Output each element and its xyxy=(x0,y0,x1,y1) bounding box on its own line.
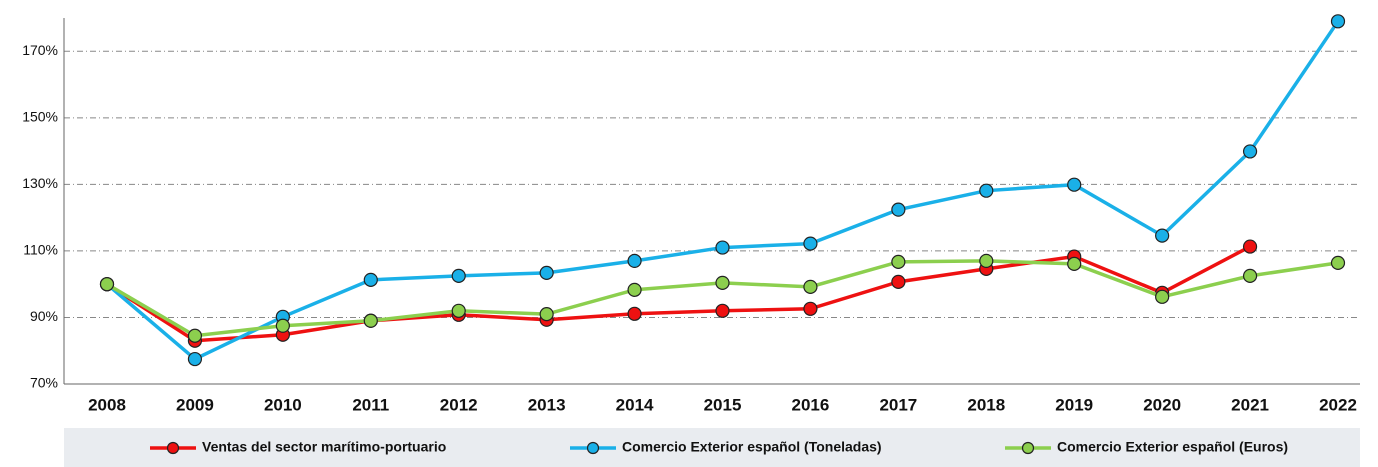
data-point xyxy=(1242,144,1258,159)
y-tick-label: 170% xyxy=(22,42,58,58)
data-point xyxy=(891,274,906,289)
legend-background xyxy=(64,428,1360,467)
data-point xyxy=(363,272,378,287)
legend-label: Ventas del sector marítimo-portuario xyxy=(202,439,446,455)
y-tick-label: 90% xyxy=(30,308,58,324)
data-point xyxy=(1067,256,1082,271)
y-tick-label: 70% xyxy=(30,375,58,391)
legend-label: Comercio Exterior español (Toneladas) xyxy=(622,439,882,455)
data-point xyxy=(539,265,554,280)
data-point xyxy=(627,306,642,321)
data-point xyxy=(99,277,115,292)
legend-marker xyxy=(586,441,600,455)
data-point xyxy=(715,275,730,290)
data-point xyxy=(1242,239,1258,254)
data-point xyxy=(627,253,642,268)
x-tick-label: 2021 xyxy=(1231,395,1269,414)
x-tick-label: 2014 xyxy=(616,395,654,414)
data-point xyxy=(891,202,906,217)
legend-marker xyxy=(166,441,180,455)
x-tick-label: 2017 xyxy=(879,395,917,414)
data-point xyxy=(1155,228,1170,243)
data-point xyxy=(891,254,906,269)
data-point xyxy=(1155,289,1170,304)
data-point xyxy=(979,183,994,198)
x-tick-label: 2010 xyxy=(264,395,302,414)
data-point xyxy=(275,318,290,333)
x-tick-label: 2018 xyxy=(967,395,1005,414)
series-line xyxy=(106,259,1339,338)
y-tick-label: 130% xyxy=(22,175,58,191)
y-tick-label: 110% xyxy=(23,242,58,258)
data-point xyxy=(803,279,818,294)
x-tick-label: 2022 xyxy=(1319,395,1357,414)
series-line xyxy=(106,245,1251,343)
data-point xyxy=(803,236,818,251)
x-tick-label: 2013 xyxy=(528,395,566,414)
legend-marker xyxy=(1021,441,1035,455)
data-point xyxy=(627,282,642,297)
data-point xyxy=(715,240,730,255)
x-tick-label: 2015 xyxy=(704,395,742,414)
data-point xyxy=(979,253,994,268)
x-tick-label: 2019 xyxy=(1055,395,1093,414)
x-tick-label: 2008 xyxy=(88,395,126,414)
data-point xyxy=(187,328,203,343)
data-point xyxy=(363,313,378,328)
x-tick-label: 2020 xyxy=(1143,395,1181,414)
data-point xyxy=(451,268,466,283)
x-tick-label: 2012 xyxy=(440,395,478,414)
data-point xyxy=(715,303,730,318)
data-point xyxy=(1067,177,1082,192)
data-point xyxy=(539,307,554,322)
data-point xyxy=(803,301,818,316)
data-point xyxy=(451,303,466,318)
y-tick-label: 150% xyxy=(22,109,58,125)
data-point xyxy=(1330,255,1346,270)
x-tick-label: 2011 xyxy=(352,395,389,414)
legend-label: Comercio Exterior español (Euros) xyxy=(1057,439,1288,455)
data-point xyxy=(1330,14,1346,29)
x-tick-label: 2009 xyxy=(176,395,214,414)
data-point xyxy=(187,351,203,367)
data-point xyxy=(1242,268,1258,283)
x-tick-label: 2016 xyxy=(792,395,830,414)
